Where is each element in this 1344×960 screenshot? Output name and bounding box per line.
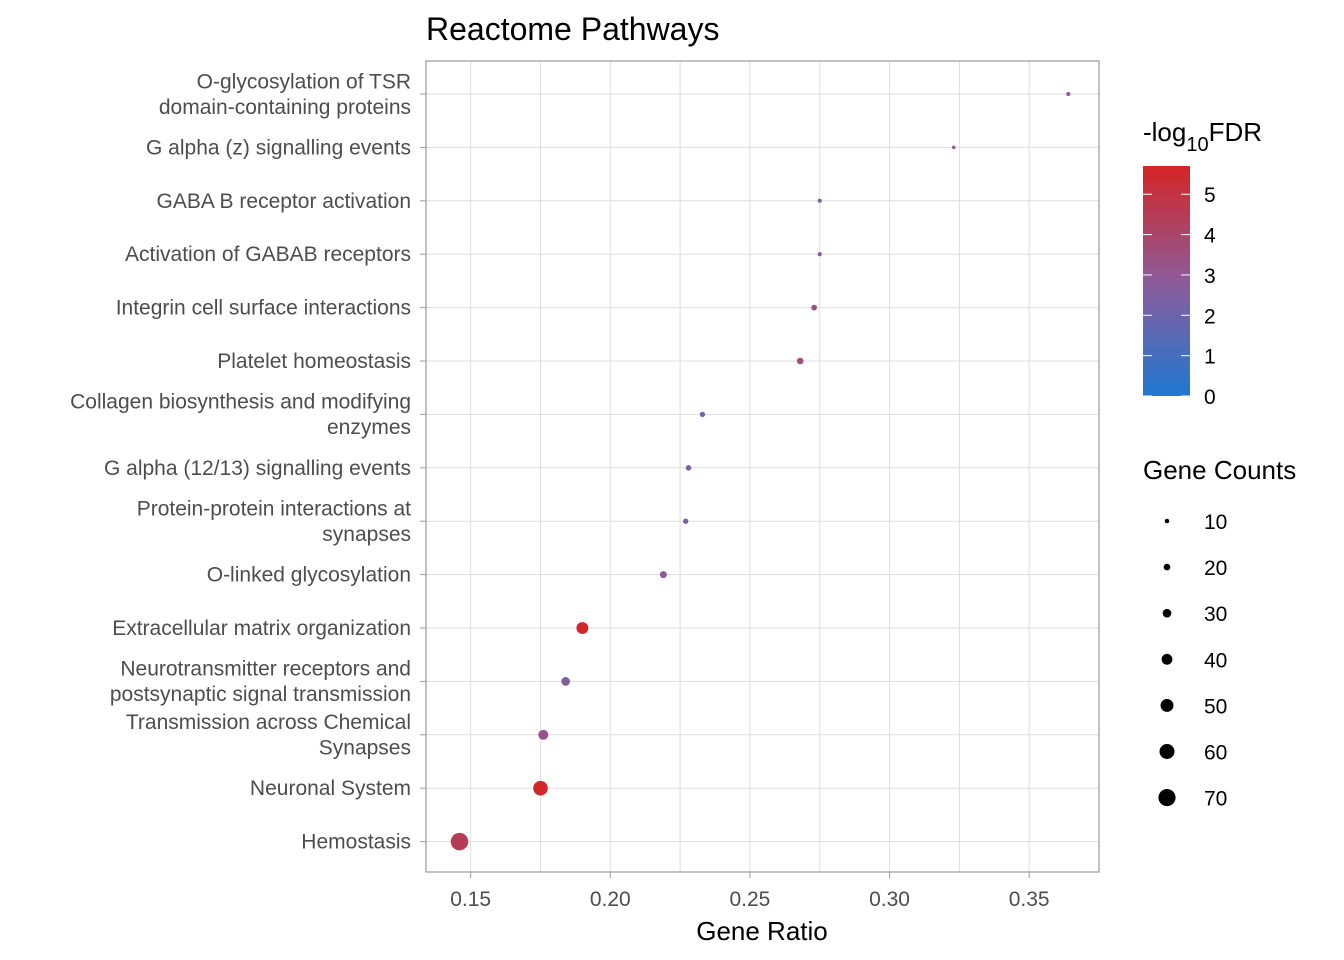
data-point [699,411,706,418]
data-point [817,252,822,257]
chart-title: Reactome Pathways [426,11,719,47]
size-legend-label: 40 [1204,649,1227,672]
x-axis-ticks [470,872,1030,878]
data-point [951,145,956,150]
color-legend-label: 2 [1204,305,1216,328]
category-labels: O-glycosylation of TSR domain-containing … [70,70,411,853]
x-tick-label: 0.30 [869,888,910,911]
category-label: Neuronal System [250,777,411,800]
x-tick-labels: 0.15 0.20 0.25 0.30 0.35 [450,888,1049,911]
category-label: domain-containing proteins [159,96,411,119]
size-legend-label: 70 [1204,788,1227,811]
color-legend-label: 3 [1204,265,1216,288]
size-legend-title: Gene Counts [1143,455,1296,485]
size-legend-label: 60 [1204,742,1227,765]
category-label: Extracellular matrix organization [112,617,411,640]
size-legend-dot [1163,563,1171,571]
size-legend-dot [1159,744,1175,759]
x-tick-label: 0.35 [1009,888,1050,911]
data-point [533,780,548,796]
data-point [685,465,692,471]
x-tick-label: 0.15 [450,888,491,911]
category-label: Synapses [319,737,411,760]
category-label: Platelet homeostasis [217,350,411,373]
data-point [576,622,589,634]
category-label: O-linked glycosylation [207,564,411,587]
color-legend-bar [1143,166,1190,396]
size-legend-dot [1161,653,1173,665]
x-axis-title: Gene Ratio [696,916,828,946]
category-label: GABA B receptor activation [157,190,411,213]
category-label: G alpha (12/13) signalling events [104,457,411,480]
x-tick-label: 0.20 [590,888,631,911]
category-label: synapses [322,523,411,546]
size-legend-dot [1158,789,1176,807]
category-label: postsynaptic signal transmission [110,683,411,706]
size-legend-label: 30 [1204,603,1227,626]
color-legend-title: -log10FDR [1143,117,1262,156]
data-point [561,677,570,686]
grid [426,61,1099,872]
size-legend-dot [1162,608,1172,618]
size-legend-label: 20 [1204,557,1227,580]
color-legend: -log10FDR 0 1 2 3 4 5 [1143,117,1262,409]
size-legend: Gene Counts 10 20 30 40 50 60 70 [1143,455,1296,811]
category-label: Transmission across Chemical [126,711,411,734]
category-label: Protein-protein interactions at [137,497,411,520]
data-point [811,304,818,311]
data-point [683,518,689,524]
category-label: G alpha (z) signalling events [146,136,411,159]
size-legend-keys: 10 20 30 40 50 60 70 [1158,511,1227,811]
color-legend-label: 5 [1204,184,1216,207]
category-label: enzymes [327,416,411,439]
size-legend-label: 10 [1204,511,1227,534]
category-label: O-glycosylation of TSR [197,70,411,93]
category-label: Integrin cell surface interactions [116,297,411,320]
y-axis-ticks [420,93,426,843]
data-point [1066,91,1071,97]
category-label: Activation of GABAB receptors [125,243,411,266]
category-label: Hemostasis [301,831,411,854]
data-point [450,832,469,851]
size-legend-label: 50 [1204,695,1227,718]
size-legend-dot [1164,518,1170,524]
category-label: Collagen biosynthesis and modifying [70,391,411,414]
color-legend-ticks: 0 1 2 3 4 5 [1143,184,1216,409]
color-legend-label: 4 [1204,225,1216,248]
color-legend-label: 0 [1204,386,1216,409]
category-label: Neurotransmitter receptors and [120,658,411,681]
data-point [659,571,667,579]
x-tick-label: 0.25 [729,888,770,911]
plot-panel [425,60,1100,873]
data-point [538,729,549,740]
color-legend-label: 1 [1204,346,1216,369]
data-points [450,91,1071,851]
data-point [817,198,822,203]
data-point [796,357,804,365]
size-legend-dot [1160,698,1174,712]
